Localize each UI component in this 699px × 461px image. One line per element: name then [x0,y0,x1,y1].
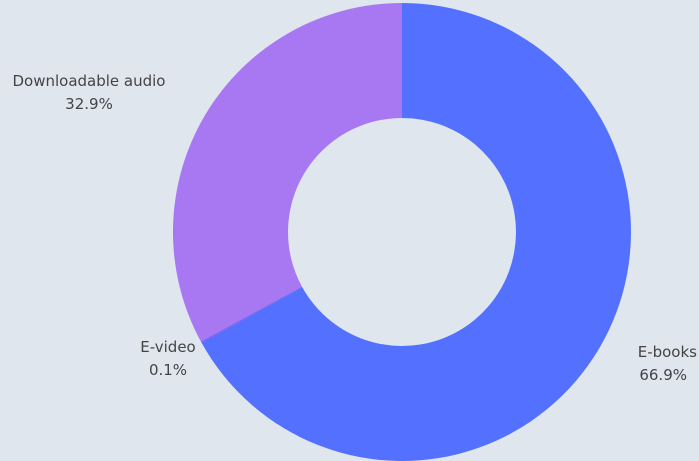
slice-percent-e-books: 66.9% [639,366,687,384]
slice-percent-e-video: 0.1% [149,361,187,379]
slice-label-e-video: E-video [140,338,195,356]
slice-percent-downloadable-audio: 32.9% [65,95,113,113]
labels-group: E-books 66.9% E-video 0.1% Downloadable audi… [12,72,697,384]
slice-label-e-books: E-books [638,343,697,361]
slice-downloadable-audio [173,3,402,342]
slice-label-downloadable-audio: Downloadable audio [12,72,165,90]
slices-group [173,3,631,461]
slice-e-books [201,3,631,461]
slice-e-video [200,286,303,343]
